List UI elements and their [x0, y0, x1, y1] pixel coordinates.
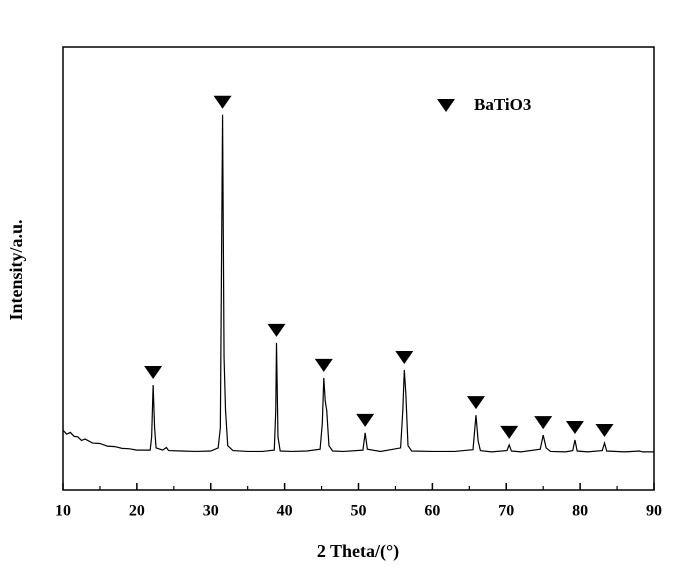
peak-marker [534, 416, 553, 430]
peak-marker [213, 95, 232, 109]
legend-label: BaTiO3 [474, 95, 531, 114]
x-tick-label: 20 [129, 503, 145, 520]
x-axis-label: 2 Theta/(°) [317, 541, 399, 562]
x-tick-label: 80 [572, 503, 588, 520]
x-tick-label: 60 [424, 503, 440, 520]
x-tick-label: 50 [351, 503, 367, 520]
pattern-line [62, 114, 654, 453]
x-tick-label: 70 [498, 503, 514, 520]
legend-marker [437, 99, 455, 112]
peak-marker [565, 420, 584, 434]
peak-marker [267, 323, 286, 337]
x-tick-label: 40 [277, 503, 293, 520]
peak-marker [144, 366, 163, 380]
y-axis-label: Intensity/a.u. [6, 219, 26, 320]
peak-marker [595, 424, 614, 438]
peak-marker [314, 358, 333, 372]
x-tick-label: 30 [203, 503, 219, 520]
peak-marker [466, 396, 485, 410]
x-tick-label: 10 [55, 503, 71, 520]
peak-marker [356, 413, 375, 427]
peak-marker [395, 350, 414, 364]
x-tick-label: 90 [646, 503, 662, 520]
peak-marker [500, 425, 519, 439]
